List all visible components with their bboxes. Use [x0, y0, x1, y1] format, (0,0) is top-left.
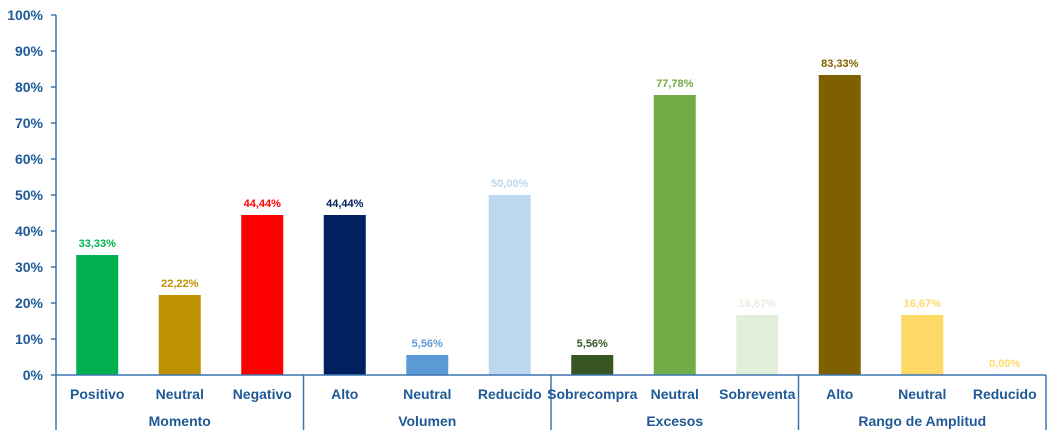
category-label: Negativo — [233, 386, 292, 402]
bar — [736, 314, 779, 375]
bar — [76, 255, 119, 375]
data-labels: 33,33% 22,22% 44,44% 44,44% 5,56% 50,00% 5,56%… — [79, 58, 1021, 370]
y-tick-label: 80% — [15, 79, 44, 95]
category-label: Reducido — [973, 386, 1037, 402]
y-tick-label: 100% — [7, 7, 43, 23]
category-label: Neutral — [651, 386, 699, 402]
data-label: 44,44% — [326, 198, 364, 210]
data-label: 44,44% — [244, 198, 282, 210]
bar — [653, 94, 696, 375]
bar — [818, 75, 861, 376]
bar — [158, 295, 201, 375]
data-label: 77,78% — [656, 78, 694, 90]
y-tick-label: 20% — [15, 295, 44, 311]
y-axis-ticks: 0% 10% 20% 30% 40% 50% 60% 70% 80% 90% 100% — [7, 7, 57, 430]
category-label: Alto — [331, 386, 358, 402]
group-label: Volumen — [398, 413, 456, 429]
bar — [901, 314, 944, 375]
bar — [571, 354, 614, 375]
group-label: Momento — [149, 413, 211, 429]
group-label: Excesos — [646, 413, 703, 429]
data-label: 22,22% — [161, 278, 199, 290]
data-label: 50,00% — [491, 178, 529, 190]
data-label: 83,33% — [821, 58, 859, 70]
bar — [406, 354, 449, 375]
y-tick-label: 0% — [23, 367, 44, 383]
bar — [241, 215, 284, 375]
y-tick-label: 10% — [15, 331, 44, 347]
data-label: 33,33% — [79, 238, 117, 250]
data-label: 5,56% — [412, 338, 443, 350]
y-tick-label: 30% — [15, 259, 44, 275]
category-label: Sobrecompra — [547, 386, 637, 402]
category-label: Positivo — [70, 386, 124, 402]
y-tick-label: 90% — [15, 43, 44, 59]
y-tick-label: 60% — [15, 151, 44, 167]
category-label: Neutral — [898, 386, 946, 402]
category-label: Neutral — [403, 386, 451, 402]
bar — [488, 195, 531, 375]
data-label: 16,67% — [739, 298, 777, 310]
y-tick-label: 70% — [15, 115, 44, 131]
category-label: Sobreventa — [719, 386, 795, 402]
data-label: 0,00% — [989, 358, 1020, 370]
x-axis: Positivo Neutral Negativo Momento Alto Neutra… — [56, 374, 1047, 430]
group-label: Rango de Amplitud — [858, 413, 986, 429]
bars — [76, 75, 944, 376]
data-label: 16,67% — [904, 298, 942, 310]
bar — [323, 215, 366, 375]
category-label: Reducido — [478, 386, 542, 402]
y-tick-label: 40% — [15, 223, 44, 239]
data-label: 5,56% — [577, 338, 608, 350]
y-tick-label: 50% — [15, 187, 44, 203]
category-label: Alto — [826, 386, 853, 402]
category-label: Neutral — [156, 386, 204, 402]
